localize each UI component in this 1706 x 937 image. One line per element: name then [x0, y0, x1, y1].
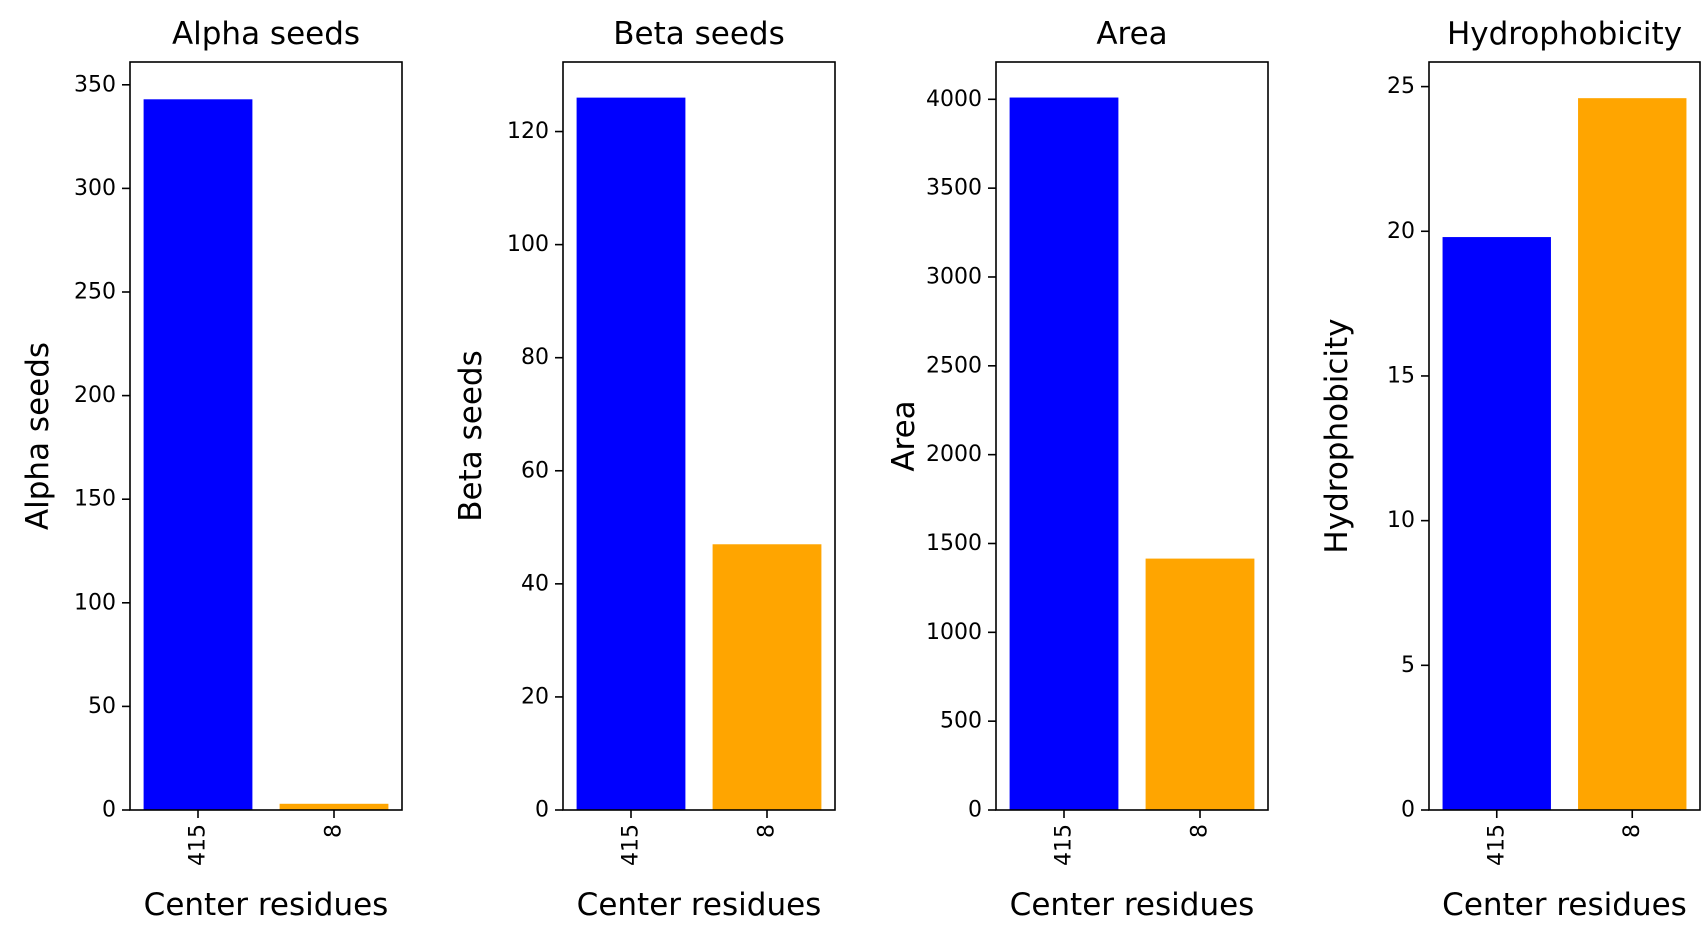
x-axis-label: Center residues [1442, 887, 1687, 923]
bar-1 [576, 97, 686, 811]
y-tick-label: 60 [521, 458, 549, 483]
y-tick-label: 300 [74, 176, 116, 201]
bar-2 [1578, 98, 1687, 810]
x-tick-label: 415 [619, 824, 644, 866]
x-tick-label: 8 [322, 824, 347, 838]
y-tick-label: 100 [74, 590, 116, 615]
y-tick-label: 150 [74, 487, 116, 512]
y-tick-label: 120 [507, 119, 549, 144]
bar-1 [1442, 237, 1551, 810]
y-tick-label: 20 [1387, 219, 1415, 244]
y-tick-label: 500 [940, 709, 982, 734]
axes-frame [129, 61, 403, 811]
y-tick-label: 3000 [926, 264, 982, 289]
y-tick-label: 2000 [926, 442, 982, 467]
y-axis-label: Beta seeds [453, 350, 489, 521]
chart-title: Area [1096, 16, 1167, 52]
y-tick-label: 0 [1401, 798, 1415, 823]
x-tick-label: 8 [755, 824, 780, 838]
y-tick-label: 3500 [926, 176, 982, 201]
y-tick-label: 250 [74, 279, 116, 304]
y-axis-label: Hydrophobicity [1319, 318, 1355, 553]
y-tick-label: 1500 [926, 531, 982, 556]
axes-frame [995, 61, 1269, 811]
y-axis-label: Alpha seeds [20, 342, 56, 530]
y-tick-label: 0 [102, 798, 116, 823]
y-tick-label: 1000 [926, 620, 982, 645]
chart-title: Beta seeds [613, 16, 784, 52]
y-tick-label: 200 [74, 383, 116, 408]
y-tick-label: 20 [521, 684, 549, 709]
x-tick-label: 415 [1484, 824, 1509, 866]
x-axis-label: Center residues [144, 887, 389, 923]
bar-1 [1009, 97, 1119, 811]
x-axis-label: Center residues [1010, 887, 1255, 923]
y-tick-label: 10 [1387, 508, 1415, 533]
x-tick-label: 8 [1188, 824, 1213, 838]
y-tick-label: 4000 [926, 87, 982, 112]
chart-title: Alpha seeds [172, 16, 360, 52]
axes-frame [1428, 61, 1701, 811]
y-tick-label: 0 [968, 798, 982, 823]
axes-frame [562, 61, 836, 811]
bar-2 [712, 544, 822, 810]
y-axis-label: Area [886, 400, 922, 471]
chart-title: Hydrophobicity [1447, 16, 1682, 52]
y-tick-label: 50 [88, 694, 116, 719]
y-tick-label: 0 [535, 798, 549, 823]
y-tick-label: 40 [521, 571, 549, 596]
y-tick-label: 15 [1387, 363, 1415, 388]
x-tick-label: 8 [1620, 824, 1645, 838]
y-tick-label: 100 [507, 232, 549, 257]
x-axis-label: Center residues [577, 887, 822, 923]
y-tick-label: 2500 [926, 353, 982, 378]
x-tick-label: 415 [1052, 824, 1077, 866]
y-tick-label: 5 [1401, 653, 1415, 678]
x-tick-label: 415 [186, 824, 211, 866]
bar-2 [1145, 558, 1255, 810]
bar-2 [279, 803, 389, 810]
y-tick-label: 80 [521, 345, 549, 370]
bar-1 [143, 99, 253, 811]
y-tick-label: 350 [74, 72, 116, 97]
y-tick-label: 25 [1387, 74, 1415, 99]
